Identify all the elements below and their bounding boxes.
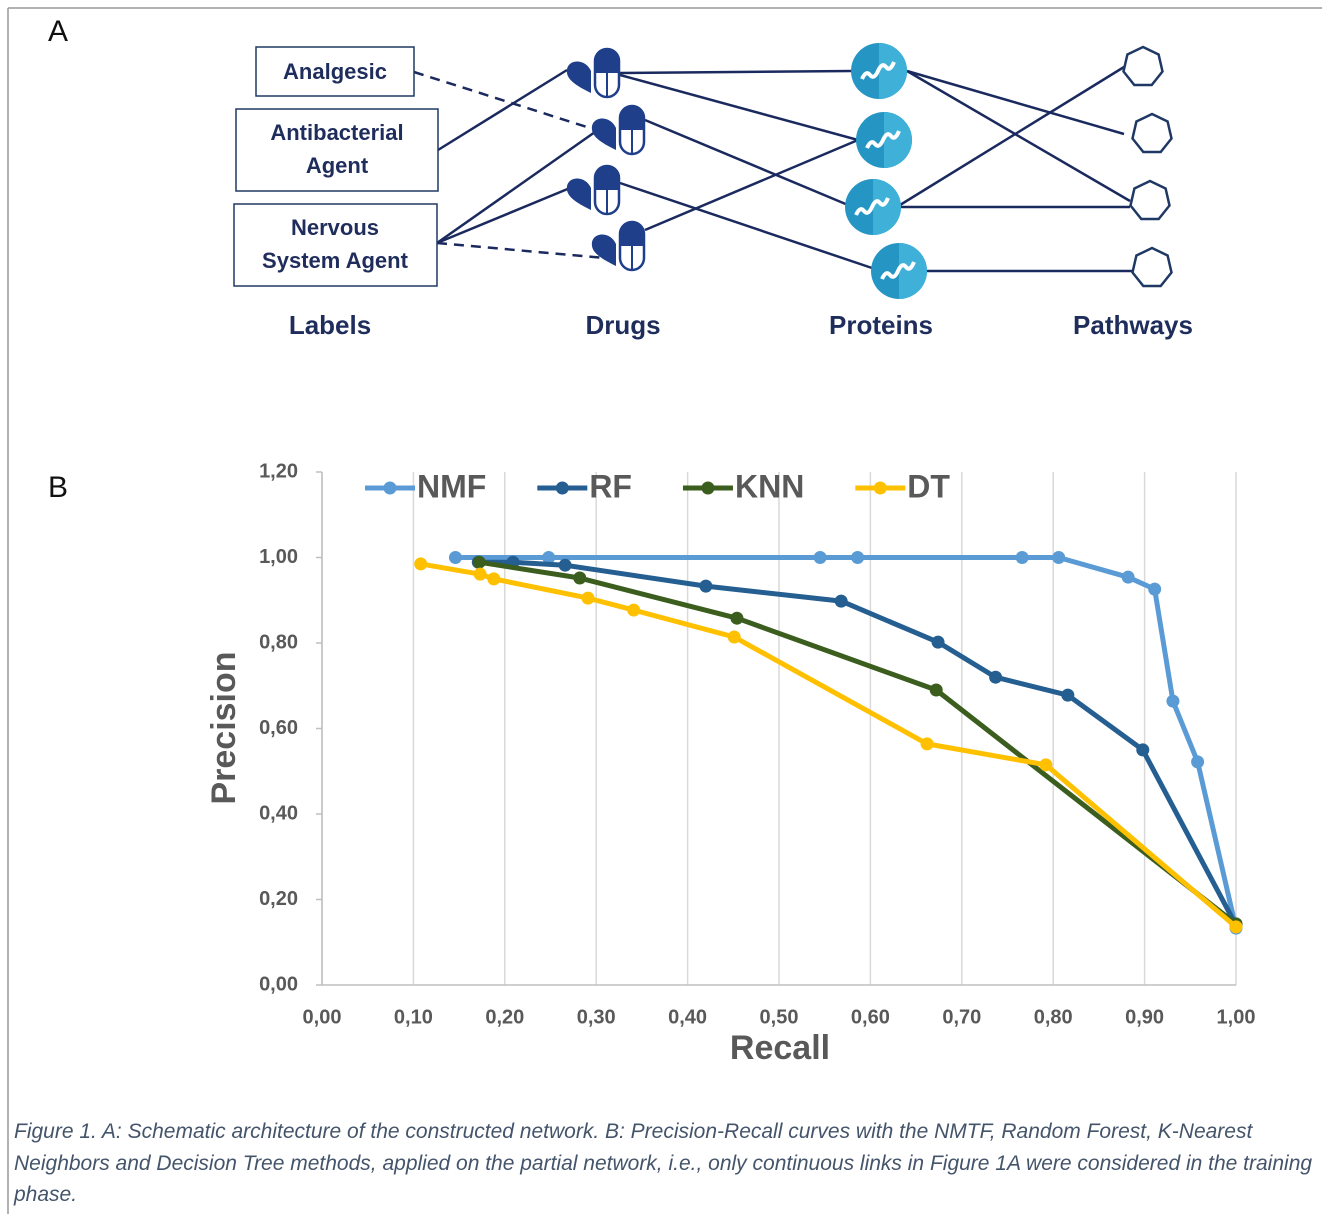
legend-label: DT [907, 468, 950, 504]
series-line [421, 564, 1236, 927]
y-tick-label: 0,20 [259, 888, 298, 910]
data-point [930, 684, 943, 697]
y-tick-label: 0,00 [259, 973, 298, 995]
panel-letter: B [48, 471, 68, 504]
x-tick-label: 0,60 [851, 1006, 890, 1028]
legend-label: RF [589, 468, 632, 504]
data-point [414, 557, 427, 570]
data-point [814, 551, 827, 564]
data-point [989, 671, 1002, 684]
data-point [835, 595, 848, 608]
node-label: System Agent [262, 248, 409, 273]
x-tick-label: 0,30 [577, 1006, 616, 1028]
x-axis-label: Recall [730, 1029, 830, 1067]
data-point [627, 604, 640, 617]
y-axis-label: Precision [205, 651, 243, 804]
frame [8, 8, 1322, 1214]
x-tick-label: 0,10 [394, 1006, 433, 1028]
legend-item: DT [855, 468, 950, 504]
caption: Figure 1. A: Schematic architecture of t… [14, 1116, 1314, 1211]
legend-marker [556, 482, 569, 495]
data-point [921, 737, 934, 750]
data-point [559, 559, 572, 572]
column-header: Labels [289, 310, 371, 340]
data-point [1191, 755, 1204, 768]
legend-item: KNN [683, 468, 804, 504]
data-point [1122, 571, 1135, 584]
data-point [1166, 695, 1179, 708]
data-point [1148, 583, 1161, 596]
legend-marker [874, 482, 887, 495]
data-point [473, 556, 486, 569]
node-label: Nervous [291, 215, 379, 240]
legend-label: NMF [417, 468, 486, 504]
node-label: Analgesic [283, 59, 387, 84]
y-tick-label: 0,80 [259, 631, 298, 653]
y-tick-label: 1,20 [259, 460, 298, 482]
series-line [455, 558, 1236, 929]
column-header: Proteins [829, 310, 933, 340]
data-point [1016, 551, 1029, 564]
page: {"panel_a": {"letter": "A", "labels": [[… [0, 0, 1322, 1214]
data-point [851, 551, 864, 564]
column-header: Drugs [585, 310, 660, 340]
data-point [699, 580, 712, 593]
x-tick-label: 0,50 [760, 1006, 799, 1028]
protein-nodes [845, 43, 927, 299]
node-label: Agent [306, 153, 369, 178]
data-point [932, 636, 945, 649]
y-tick-label: 0,40 [259, 802, 298, 824]
y-tick-label: 0,60 [259, 717, 298, 739]
data-point [1230, 920, 1243, 933]
legend-item: NMF [365, 468, 486, 504]
pathway-nodes [1124, 47, 1172, 286]
x-tick-label: 0,00 [303, 1006, 342, 1028]
network-edges [414, 67, 1132, 271]
node-label: Antibacterial [270, 120, 403, 145]
data-point [487, 572, 500, 585]
legend-marker [384, 482, 397, 495]
x-tick-label: 1,00 [1217, 1006, 1256, 1028]
drug-nodes [567, 49, 644, 270]
data-point [1136, 743, 1149, 756]
x-tick-label: 0,90 [1125, 1006, 1164, 1028]
data-point [573, 572, 586, 585]
legend-marker [701, 482, 714, 495]
data-point [1039, 758, 1052, 771]
data-point [730, 612, 743, 625]
panel-letter: A [48, 15, 68, 48]
data-point [1061, 689, 1074, 702]
data-point [474, 568, 487, 581]
legend-item: RF [537, 468, 632, 504]
x-tick-label: 0,40 [668, 1006, 707, 1028]
data-point [581, 592, 594, 605]
legend-label: KNN [735, 468, 804, 504]
y-tick-label: 1,00 [259, 546, 298, 568]
data-point [1052, 551, 1065, 564]
x-tick-label: 0,20 [485, 1006, 524, 1028]
series-line [479, 562, 1236, 924]
column-header: Pathways [1073, 310, 1193, 340]
series-line [478, 562, 1236, 925]
data-point [728, 631, 741, 644]
data-point [449, 551, 462, 564]
x-tick-label: 0,70 [942, 1006, 981, 1028]
figure: A B Analgesic Antibacterial Agent Nervou… [0, 0, 1322, 1214]
label-nodes: Analgesic Antibacterial Agent Nervous Sy… [234, 47, 438, 286]
x-tick-label: 0,80 [1034, 1006, 1073, 1028]
